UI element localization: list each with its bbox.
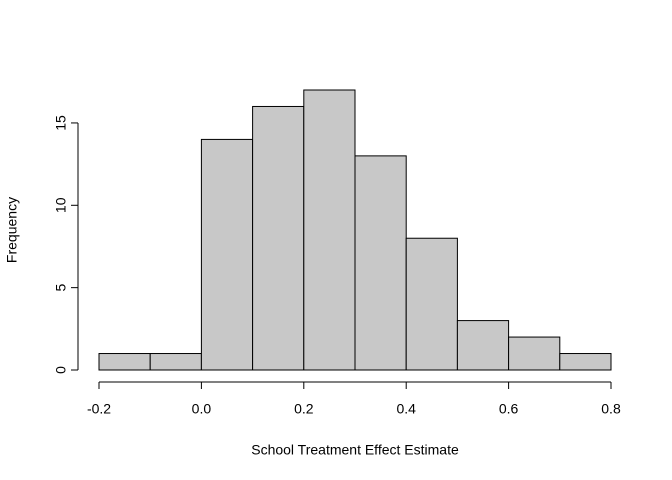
bar [456, 320, 510, 371]
x-tick-label: -0.2 [87, 401, 111, 417]
x-tick-label: 0.4 [396, 401, 416, 417]
y-axis-label: Frequency [4, 197, 20, 263]
x-tick-label: 0.8 [601, 401, 621, 417]
bar [98, 353, 151, 371]
bar [354, 155, 407, 371]
bar [149, 353, 202, 371]
y-tick-label: 0 [53, 366, 69, 374]
bar [252, 105, 305, 371]
x-tick-label: 0.2 [294, 401, 314, 417]
y-tick-label: 5 [53, 284, 69, 292]
bar [303, 89, 356, 371]
bar [405, 237, 458, 371]
y-tick-label: 10 [53, 197, 69, 213]
bar [200, 138, 254, 371]
bar [508, 336, 561, 371]
x-tick-label: 0.0 [192, 401, 212, 417]
x-axis-label: School Treatment Effect Estimate [251, 442, 459, 458]
bar [559, 353, 612, 371]
x-tick-label: 0.6 [499, 401, 519, 417]
y-tick-label: 15 [53, 115, 69, 131]
